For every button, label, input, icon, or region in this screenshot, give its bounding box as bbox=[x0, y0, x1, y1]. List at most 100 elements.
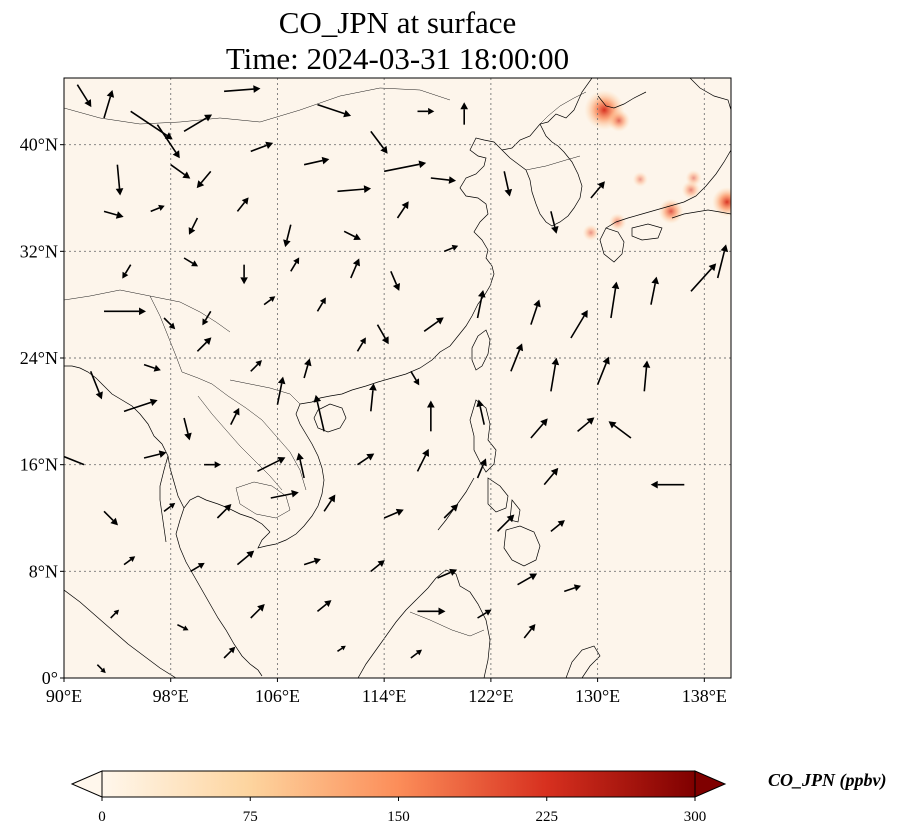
wind-vector-shaft bbox=[200, 170, 212, 184]
wind-vector-shaft bbox=[496, 518, 510, 532]
x-tick-label-114: 114°E bbox=[362, 686, 407, 706]
wind-vector-shaft bbox=[250, 608, 261, 619]
x-tick-label-130: 130°E bbox=[575, 686, 620, 706]
wind-vector-shaft bbox=[223, 650, 232, 659]
colorbar-extend-min bbox=[70, 770, 103, 798]
wind-vector-shaft bbox=[103, 510, 114, 521]
wind-vector-shaft bbox=[103, 96, 112, 119]
colorbar-tick-label-75: 75 bbox=[243, 809, 258, 825]
wind-vector-head bbox=[427, 400, 435, 408]
wind-vector-70 bbox=[577, 417, 595, 432]
wind-vector-shaft bbox=[343, 230, 356, 238]
wind-vector-0 bbox=[76, 84, 92, 108]
wind-vector-head bbox=[515, 343, 524, 352]
x-tick-label-138: 138°E bbox=[682, 686, 727, 706]
coastline-sumatra bbox=[64, 589, 177, 678]
wind-vector-shaft bbox=[356, 342, 364, 352]
wind-vector-106 bbox=[96, 664, 106, 674]
wind-vector-shaft bbox=[410, 652, 419, 659]
wind-vector-5 bbox=[224, 85, 261, 93]
co-hotspot-1 bbox=[607, 109, 631, 132]
y-axis-ticks: 0° 8°N 16°N 24°N 32°N 40°N bbox=[20, 135, 64, 688]
field-background bbox=[64, 78, 731, 678]
wind-vector-shaft bbox=[316, 603, 327, 612]
x-tick-label-90: 90°E bbox=[46, 686, 82, 706]
wind-vector-shaft bbox=[257, 459, 280, 473]
wind-vector-shaft bbox=[170, 164, 186, 176]
wind-vector-78 bbox=[416, 448, 430, 472]
wind-vector-shaft bbox=[64, 455, 85, 466]
wind-vector-108 bbox=[337, 645, 346, 652]
wind-vector-4 bbox=[183, 114, 213, 133]
coastline-kyushu bbox=[599, 227, 625, 263]
wind-vector-head bbox=[413, 378, 420, 386]
wind-vector-shaft bbox=[430, 177, 450, 181]
wind-vector-shaft bbox=[477, 612, 487, 619]
coastlines bbox=[64, 78, 731, 678]
wind-vector-head bbox=[392, 282, 401, 291]
wind-vector-shaft bbox=[303, 159, 323, 166]
wind-vector-head bbox=[115, 188, 124, 196]
y-tick-label-16: 16°N bbox=[20, 455, 58, 475]
wind-vector-shaft bbox=[124, 264, 132, 274]
wind-vector-head bbox=[153, 364, 161, 372]
wind-vector-shaft bbox=[236, 201, 246, 212]
wind-vector-head bbox=[139, 307, 147, 316]
wind-vector-head bbox=[650, 480, 658, 489]
coastline-sulawesi bbox=[565, 645, 601, 678]
wind-vector-52 bbox=[196, 337, 212, 352]
wind-vector-shaft bbox=[350, 264, 358, 279]
wind-vector-shaft bbox=[610, 288, 617, 319]
coastline-hokkaido bbox=[689, 78, 731, 111]
wind-vector-head bbox=[477, 290, 486, 298]
wind-vector-head bbox=[228, 646, 236, 654]
coastline-visayas bbox=[487, 477, 521, 523]
wind-vector-47 bbox=[650, 276, 659, 305]
wind-vector-45 bbox=[570, 310, 588, 339]
wind-vector-7 bbox=[317, 103, 352, 118]
wind-vector-head bbox=[504, 188, 513, 197]
wind-vector-head bbox=[313, 557, 321, 565]
wind-vector-shaft bbox=[204, 310, 212, 321]
wind-vector-22 bbox=[103, 210, 124, 219]
wind-vector-head bbox=[232, 407, 240, 416]
wind-vector-head bbox=[708, 263, 717, 272]
wind-vector-shaft bbox=[550, 364, 557, 392]
wind-vector-shaft bbox=[116, 164, 121, 189]
wind-vector-shaft bbox=[286, 224, 292, 241]
wind-vector-86 bbox=[323, 494, 336, 512]
wind-vector-59 bbox=[596, 356, 610, 385]
wind-vector-shaft bbox=[370, 130, 385, 149]
x-axis-ticks: 90°E 98°E 106°E 114°E 122°E 130°E 138°E bbox=[46, 678, 727, 706]
wind-vector-107 bbox=[223, 646, 236, 659]
wind-vector-shaft bbox=[530, 305, 538, 325]
wind-vector-74 bbox=[204, 461, 221, 469]
wind-vector-shaft bbox=[224, 88, 254, 93]
co-hotspot-5 bbox=[608, 213, 627, 231]
wind-vector-27 bbox=[343, 230, 361, 241]
coastline-korea bbox=[501, 123, 583, 227]
wind-vector-head bbox=[418, 160, 427, 169]
wind-vector-83 bbox=[163, 502, 176, 512]
co-hotspot-3 bbox=[712, 187, 731, 217]
wind-vector-head bbox=[401, 201, 409, 210]
wind-vector-head bbox=[352, 258, 360, 267]
wind-vector-54 bbox=[303, 358, 312, 379]
wind-vector-shaft bbox=[163, 505, 172, 512]
wind-vector-79 bbox=[476, 458, 487, 479]
wind-vector-head bbox=[573, 584, 582, 592]
wind-vector-head bbox=[158, 204, 165, 211]
wind-vector-head bbox=[277, 376, 286, 385]
wind-vector-head bbox=[223, 504, 232, 512]
wind-vector-head bbox=[479, 458, 487, 467]
wind-vector-3 bbox=[156, 124, 180, 159]
border-korea-dmz bbox=[525, 155, 581, 171]
wind-vector-head bbox=[484, 609, 492, 616]
wind-vector-shaft bbox=[270, 492, 293, 499]
wind-vector-21 bbox=[590, 181, 605, 199]
colorbar-ticks: 0 75 150 225 300 bbox=[98, 797, 706, 825]
wind-vector-head bbox=[293, 257, 300, 265]
coastline-gulf-thailand bbox=[183, 495, 271, 533]
border-thailand-laos bbox=[197, 395, 283, 491]
